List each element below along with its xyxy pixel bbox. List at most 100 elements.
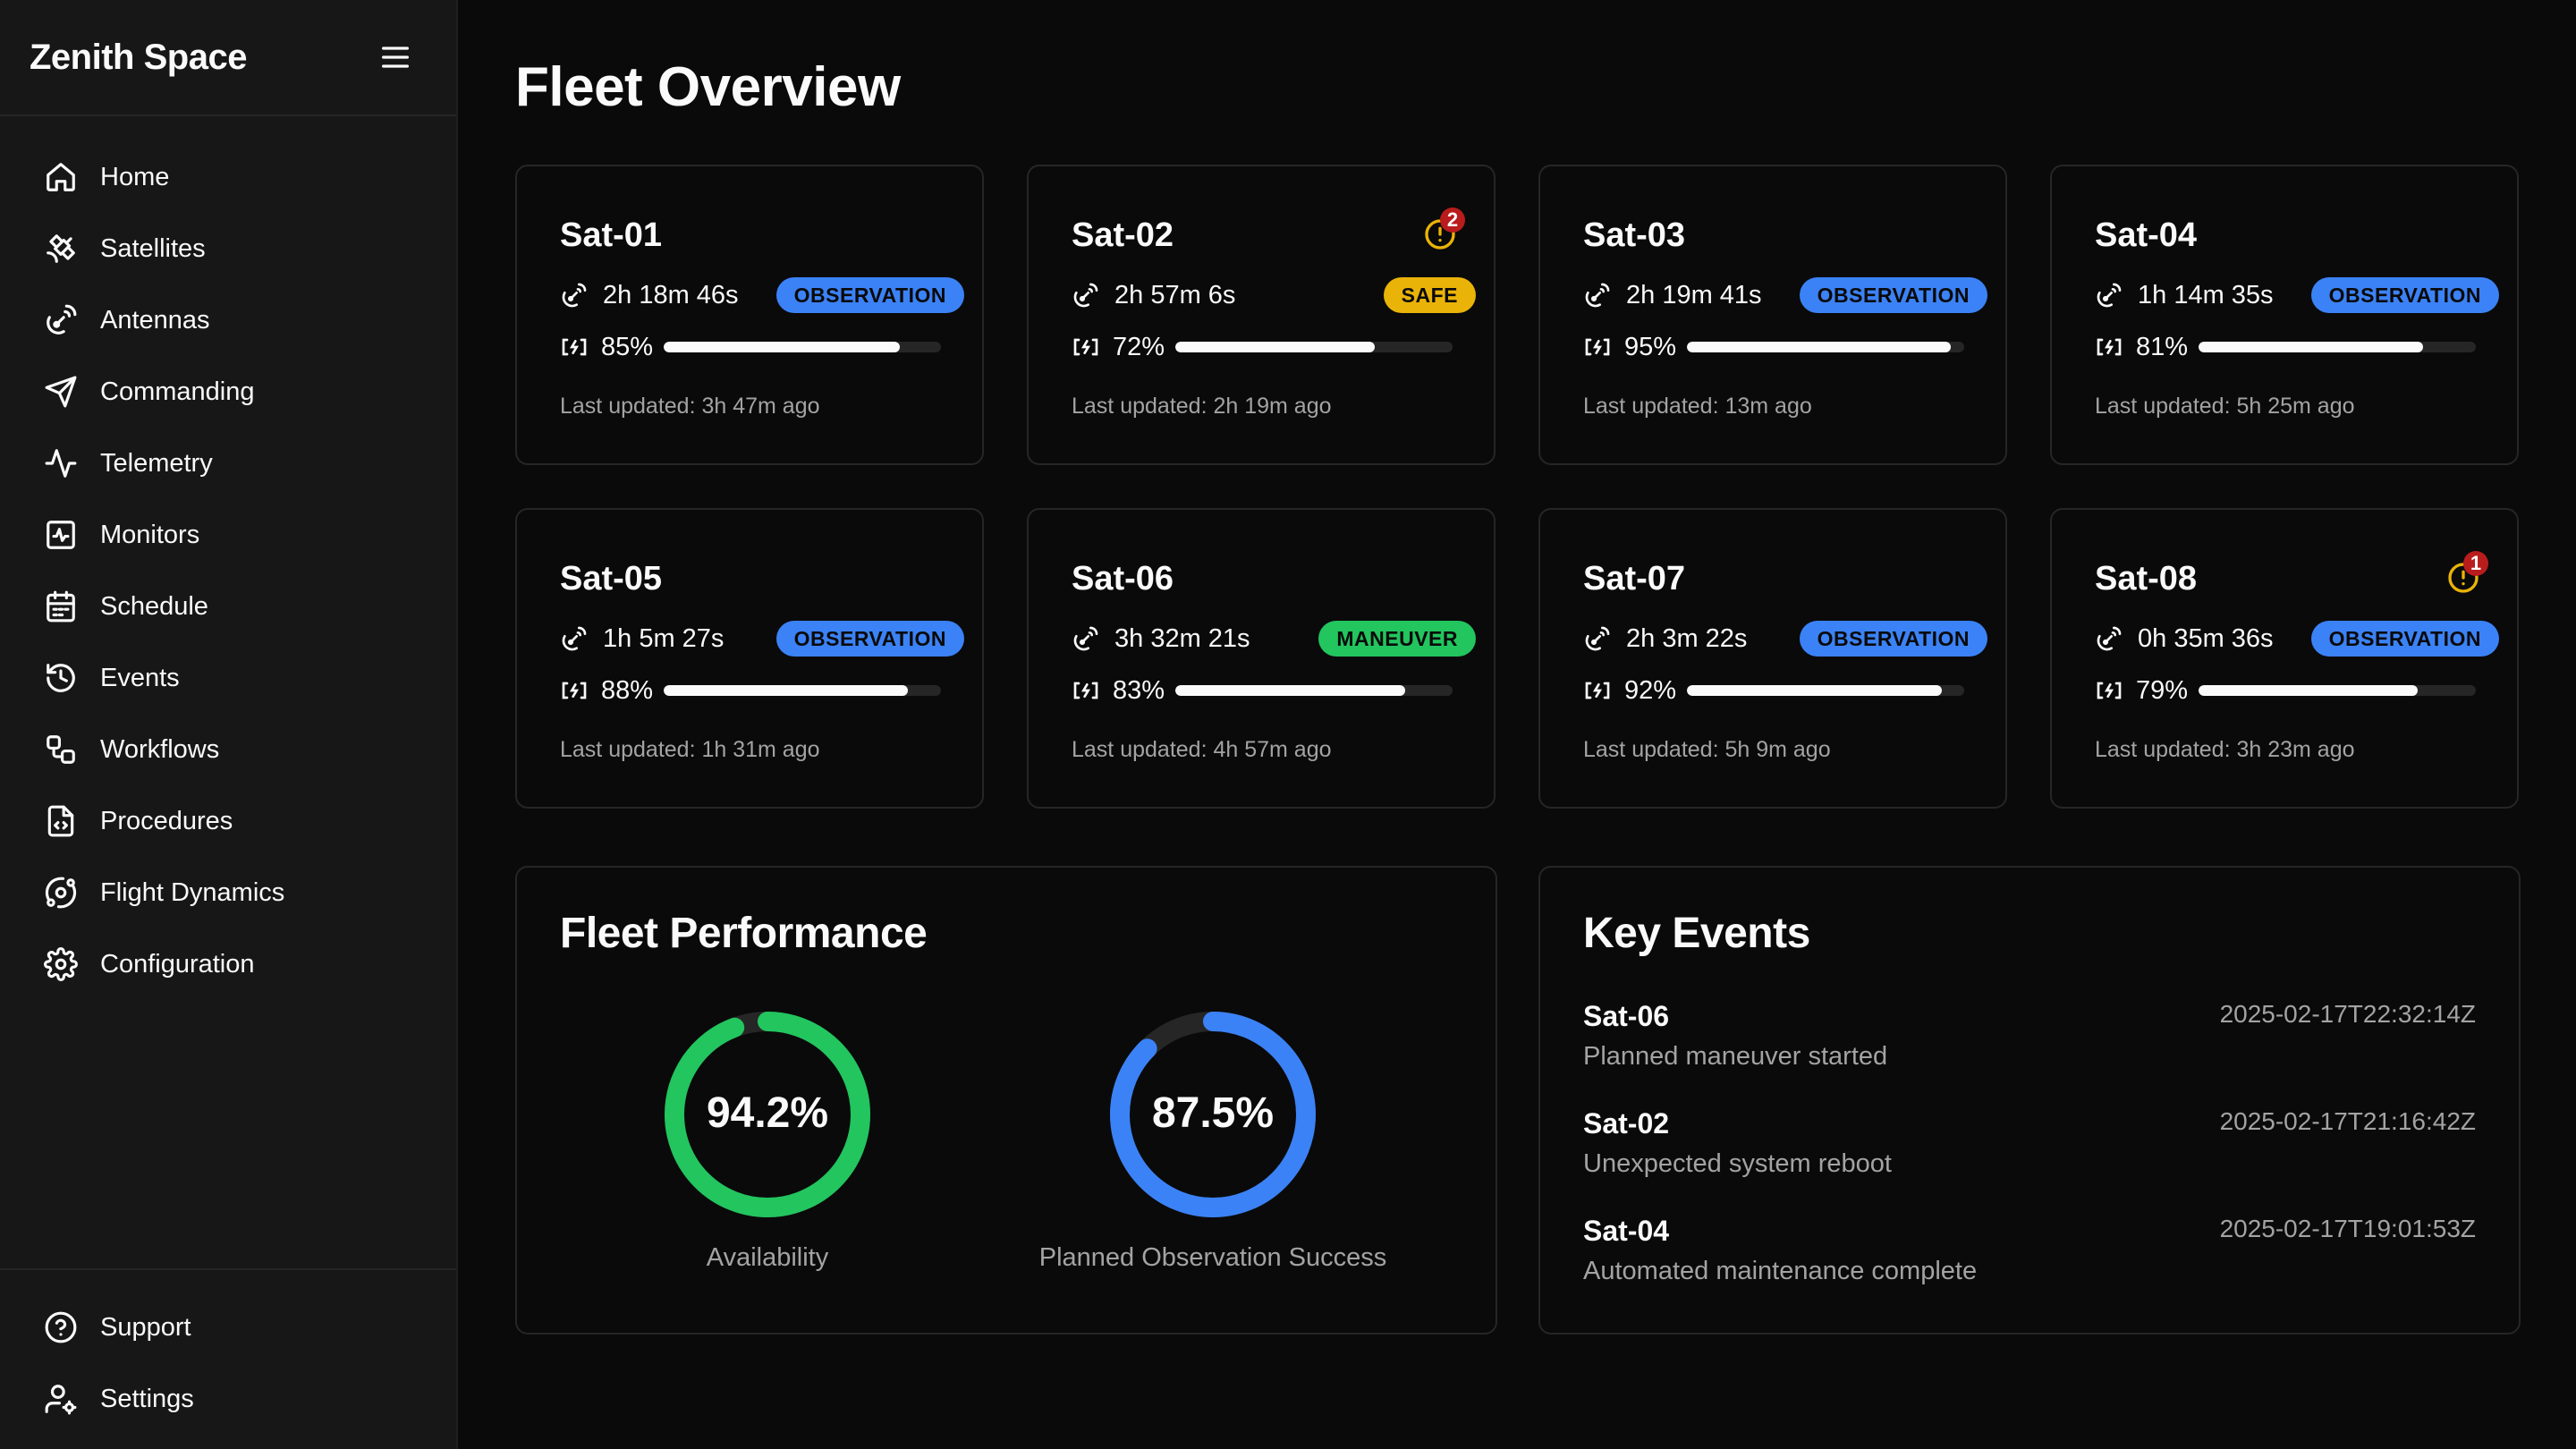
event-satellite: Sat-02 [1583, 1107, 1670, 1140]
satellite-card[interactable]: Sat-08 1 0h 35m 36s OBSERVATION 79% Last… [2050, 508, 2519, 809]
next-pass-time: 0h 35m 36s [2138, 623, 2274, 653]
battery-icon [1583, 676, 1612, 705]
health-percent: 85% [601, 332, 654, 361]
next-pass-icon [1583, 281, 1612, 309]
health-progress-fill [1175, 685, 1406, 696]
health-percent: 81% [2136, 332, 2189, 361]
sidebar-item-label: Support [100, 1312, 191, 1342]
last-updated: Last updated: 5h 9m ago [1583, 737, 1831, 762]
next-pass-icon [1072, 281, 1100, 309]
calendar-icon [43, 589, 79, 624]
gauge-value: 87.5% [1152, 1089, 1274, 1137]
sidebar-item-label: Satellites [100, 233, 206, 263]
battery-icon [2095, 333, 2123, 361]
event-satellite: Sat-04 [1583, 1215, 1670, 1247]
sidebar-item-home[interactable]: Home [0, 141, 456, 213]
satellite-icon [43, 231, 79, 267]
hamburger-icon [382, 47, 409, 68]
gauge-ring: 87.5% [1110, 1012, 1316, 1217]
health-progress-fill [1175, 342, 1376, 352]
workflow-icon [43, 732, 79, 767]
health-progress-bar [2199, 685, 2476, 696]
key-events-panel: Key Events Sat-06 Planned maneuver start… [1538, 866, 2521, 1335]
sidebar-item-telemetry[interactable]: Telemetry [0, 428, 456, 499]
event-description: Automated maintenance complete [1583, 1257, 1978, 1285]
event-item[interactable]: Sat-02 Unexpected system reboot 2025-02-… [1583, 1107, 2476, 1206]
sidebar-item-label: Home [100, 162, 170, 191]
gauge-label: Availability [706, 1243, 829, 1272]
sidebar-item-label: Antennas [100, 305, 210, 335]
battery-icon [1583, 333, 1612, 361]
alert-count-badge: 1 [2463, 551, 2488, 576]
satellite-card[interactable]: Sat-03 2h 19m 41s OBSERVATION 95% Last u… [1538, 165, 2007, 465]
gauge-label: Planned Observation Success [1038, 1243, 1387, 1272]
health-progress-fill [2199, 685, 2418, 696]
health-progress-bar [1175, 685, 1453, 696]
satellite-card[interactable]: Sat-07 2h 3m 22s OBSERVATION 92% Last up… [1538, 508, 2007, 809]
main-nav: Home Satellites Antennas Commanding Tele… [0, 116, 456, 1000]
sidebar-item-antennas[interactable]: Antennas [0, 284, 456, 356]
history-icon [43, 660, 79, 696]
sidebar-item-support[interactable]: Support [0, 1292, 456, 1363]
event-item[interactable]: Sat-06 Planned maneuver started 2025-02-… [1583, 1000, 2476, 1098]
event-item[interactable]: Sat-04 Automated maintenance complete 20… [1583, 1215, 2476, 1313]
orbit-icon [43, 875, 79, 911]
event-timestamp: 2025-02-17T21:16:42Z [2219, 1107, 2476, 1135]
sidebar-item-flight-dynamics[interactable]: Flight Dynamics [0, 857, 456, 928]
sidebar-item-monitors[interactable]: Monitors [0, 499, 456, 571]
satellite-name: Sat-03 [1583, 216, 1686, 254]
sidebar-item-schedule[interactable]: Schedule [0, 571, 456, 642]
battery-icon [2095, 676, 2123, 705]
health-progress-fill [664, 342, 900, 352]
next-pass-icon [2095, 281, 2123, 309]
health-progress-bar [2199, 342, 2476, 352]
mode-badge: OBSERVATION [2310, 621, 2499, 657]
sidebar-item-procedures[interactable]: Procedures [0, 785, 456, 857]
sidebar-item-settings[interactable]: Settings [0, 1363, 456, 1435]
health-progress-bar [1175, 342, 1453, 352]
next-pass-time: 2h 18m 46s [603, 280, 739, 309]
gear-icon [43, 946, 79, 982]
gauge-value: 94.2% [707, 1089, 828, 1137]
health-progress-bar [1687, 685, 1964, 696]
next-pass-icon [2095, 624, 2123, 653]
activity-icon [43, 445, 79, 481]
sidebar-item-satellites[interactable]: Satellites [0, 213, 456, 284]
satellite-card[interactable]: Sat-04 1h 14m 35s OBSERVATION 81% Last u… [2050, 165, 2519, 465]
fleet-performance-panel: Fleet Performance 94.2% Availability 87.… [515, 866, 1497, 1335]
event-satellite: Sat-06 [1583, 1000, 1670, 1032]
health-percent: 95% [1624, 332, 1677, 361]
satellite-name: Sat-01 [560, 216, 663, 254]
sidebar-item-configuration[interactable]: Configuration [0, 928, 456, 1000]
battery-icon [560, 333, 589, 361]
page-title: Fleet Overview [515, 56, 901, 118]
mode-badge: OBSERVATION [2310, 277, 2499, 313]
next-pass-icon [1583, 624, 1612, 653]
health-progress-fill [1687, 342, 1951, 352]
sidebar-item-workflows[interactable]: Workflows [0, 714, 456, 785]
user-settings-icon [43, 1381, 79, 1417]
file-code-icon [43, 803, 79, 839]
sidebar-item-label: Commanding [100, 377, 255, 406]
next-pass-time: 2h 19m 41s [1626, 280, 1762, 309]
alert-icon [1422, 219, 1458, 256]
satellite-card[interactable]: Sat-05 1h 5m 27s OBSERVATION 88% Last up… [515, 508, 984, 809]
health-percent: 79% [2136, 675, 2189, 705]
sidebar-item-commanding[interactable]: Commanding [0, 356, 456, 428]
menu-toggle-button[interactable] [374, 36, 417, 79]
satellite-card[interactable]: Sat-01 2h 18m 46s OBSERVATION 85% Last u… [515, 165, 984, 465]
sidebar-item-label: Procedures [100, 806, 233, 835]
alert-indicator[interactable]: 2 [1422, 208, 1465, 252]
mode-badge: OBSERVATION [1799, 277, 1987, 313]
last-updated: Last updated: 3h 47m ago [560, 394, 820, 419]
satellite-card[interactable]: Sat-02 2 2h 57m 6s SAFE 72% Last updated… [1027, 165, 1496, 465]
alert-indicator[interactable]: 1 [2445, 551, 2488, 596]
sidebar-item-label: Monitors [100, 520, 200, 549]
sidebar-item-label: Schedule [100, 591, 208, 621]
health-progress-bar [664, 685, 941, 696]
satellite-name: Sat-05 [560, 560, 663, 597]
satellite-card[interactable]: Sat-06 3h 32m 21s MANEUVER 83% Last upda… [1027, 508, 1496, 809]
sidebar-item-events[interactable]: Events [0, 642, 456, 714]
gauge-ring: 94.2% [665, 1012, 870, 1217]
last-updated: Last updated: 4h 57m ago [1072, 737, 1332, 762]
